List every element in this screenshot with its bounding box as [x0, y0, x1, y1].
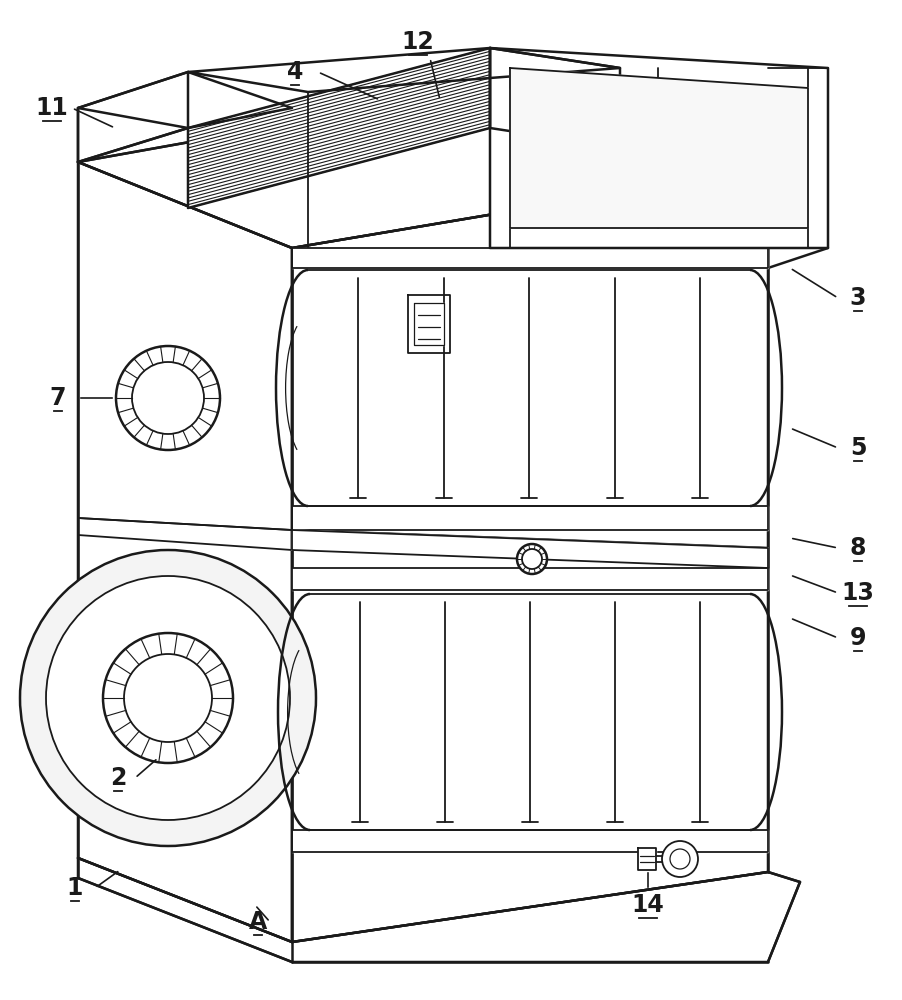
- Text: 4: 4: [287, 60, 303, 84]
- Polygon shape: [292, 248, 768, 268]
- Text: A: A: [249, 910, 267, 934]
- Polygon shape: [490, 48, 828, 248]
- Polygon shape: [292, 568, 768, 590]
- Circle shape: [670, 849, 690, 869]
- Polygon shape: [292, 506, 768, 530]
- Text: 8: 8: [850, 536, 866, 560]
- Polygon shape: [78, 72, 188, 162]
- Circle shape: [116, 346, 220, 450]
- Circle shape: [662, 841, 698, 877]
- Text: 11: 11: [35, 96, 69, 120]
- Circle shape: [132, 362, 204, 434]
- Polygon shape: [292, 530, 768, 568]
- Circle shape: [20, 550, 316, 846]
- Polygon shape: [78, 162, 292, 942]
- Circle shape: [517, 544, 547, 574]
- Text: 12: 12: [401, 30, 435, 54]
- Text: 14: 14: [631, 893, 665, 917]
- Text: 2: 2: [110, 766, 126, 790]
- Text: 5: 5: [850, 436, 866, 460]
- Polygon shape: [490, 48, 620, 148]
- Circle shape: [46, 576, 290, 820]
- Polygon shape: [78, 82, 768, 248]
- Text: 9: 9: [850, 626, 866, 650]
- Polygon shape: [188, 48, 620, 92]
- Polygon shape: [78, 858, 800, 962]
- Text: 1: 1: [67, 876, 83, 900]
- Polygon shape: [510, 68, 808, 228]
- Circle shape: [124, 654, 212, 742]
- Text: 3: 3: [850, 286, 866, 310]
- Polygon shape: [292, 168, 768, 942]
- Polygon shape: [414, 303, 444, 345]
- Circle shape: [522, 549, 542, 569]
- Circle shape: [103, 633, 233, 763]
- Text: 13: 13: [842, 581, 874, 605]
- Polygon shape: [78, 72, 292, 128]
- Polygon shape: [408, 295, 450, 353]
- Polygon shape: [78, 108, 188, 162]
- Polygon shape: [638, 848, 656, 870]
- Polygon shape: [292, 830, 768, 852]
- Polygon shape: [188, 48, 490, 208]
- Text: 7: 7: [50, 386, 66, 410]
